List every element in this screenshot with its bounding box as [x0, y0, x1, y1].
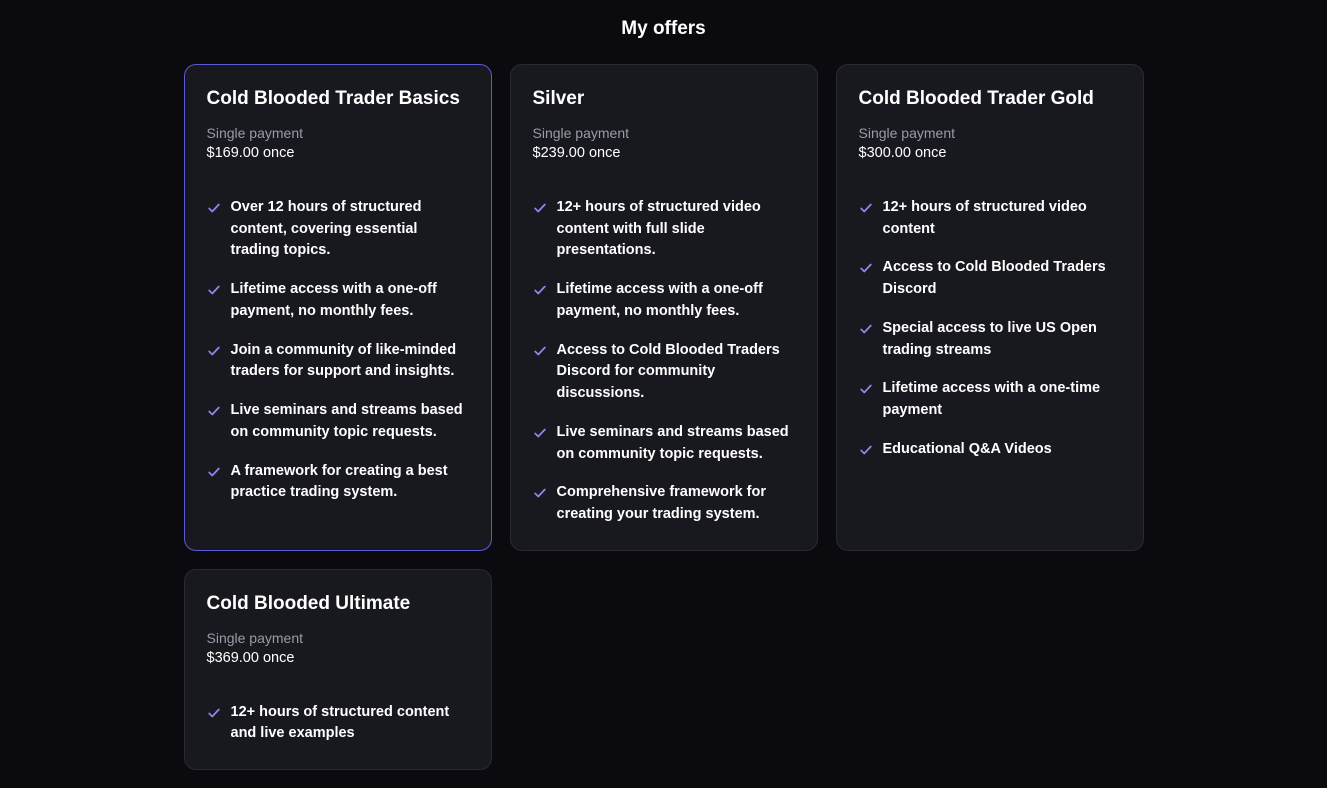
- feature-text: 12+ hours of structured content and live…: [231, 702, 469, 746]
- offer-payment-type: Single payment: [207, 125, 469, 141]
- feature-item: Over 12 hours of structured content, cov…: [207, 197, 469, 262]
- feature-text: A framework for creating a best practice…: [231, 461, 469, 505]
- feature-text: Lifetime access with a one-time payment: [883, 378, 1121, 422]
- check-icon: [207, 201, 221, 215]
- feature-text: Access to Cold Blooded Traders Discord f…: [557, 340, 795, 405]
- feature-item: Lifetime access with a one-off payment, …: [533, 279, 795, 323]
- offer-price: $300.00 once: [859, 145, 1121, 161]
- check-icon: [207, 465, 221, 479]
- offer-price: $169.00 once: [207, 145, 469, 161]
- offer-features-list: 12+ hours of structured video content wi…: [533, 197, 795, 526]
- page-title: My offers: [184, 18, 1144, 40]
- feature-text: Join a community of like-minded traders …: [231, 340, 469, 384]
- offer-card-gold[interactable]: Cold Blooded Trader Gold Single payment $3…: [836, 64, 1144, 551]
- feature-text: Lifetime access with a one-off payment, …: [231, 279, 469, 323]
- check-icon: [207, 344, 221, 358]
- feature-text: 12+ hours of structured video content wi…: [557, 197, 795, 262]
- feature-item: Live seminars and streams based on commu…: [207, 400, 469, 444]
- check-icon: [533, 426, 547, 440]
- check-icon: [859, 382, 873, 396]
- check-icon: [533, 283, 547, 297]
- check-icon: [207, 283, 221, 297]
- feature-item: 12+ hours of structured content and live…: [207, 702, 469, 746]
- offer-title: Cold Blooded Trader Gold: [859, 87, 1121, 111]
- offer-payment-type: Single payment: [533, 125, 795, 141]
- feature-item: Comprehensive framework for creating you…: [533, 482, 795, 526]
- feature-item: 12+ hours of structured video content: [859, 197, 1121, 241]
- feature-text: Over 12 hours of structured content, cov…: [231, 197, 469, 262]
- offer-title: Cold Blooded Ultimate: [207, 592, 469, 616]
- offer-price: $369.00 once: [207, 650, 469, 666]
- feature-text: Comprehensive framework for creating you…: [557, 482, 795, 526]
- feature-item: Live seminars and streams based on commu…: [533, 422, 795, 466]
- feature-item: Access to Cold Blooded Traders Discord: [859, 257, 1121, 301]
- feature-item: Educational Q&A Videos: [859, 439, 1121, 461]
- feature-item: Lifetime access with a one-time payment: [859, 378, 1121, 422]
- feature-item: Special access to live US Open trading s…: [859, 318, 1121, 362]
- offer-features-list: Over 12 hours of structured content, cov…: [207, 197, 469, 504]
- offer-price: $239.00 once: [533, 145, 795, 161]
- offer-payment-type: Single payment: [859, 125, 1121, 141]
- check-icon: [533, 486, 547, 500]
- offer-card-silver[interactable]: Silver Single payment $239.00 once 12+ hour…: [510, 64, 818, 551]
- check-icon: [207, 706, 221, 720]
- check-icon: [859, 322, 873, 336]
- feature-text: Special access to live US Open trading s…: [883, 318, 1121, 362]
- check-icon: [533, 201, 547, 215]
- feature-text: Access to Cold Blooded Traders Discord: [883, 257, 1121, 301]
- check-icon: [859, 201, 873, 215]
- offer-card-ultimate[interactable]: Cold Blooded Ultimate Single payment $369.…: [184, 569, 492, 770]
- feature-item: Join a community of like-minded traders …: [207, 340, 469, 384]
- feature-item: Access to Cold Blooded Traders Discord f…: [533, 340, 795, 405]
- offers-grid: Cold Blooded Trader Basics Single payment…: [184, 64, 1144, 770]
- feature-text: Lifetime access with a one-off payment, …: [557, 279, 795, 323]
- feature-item: 12+ hours of structured video content wi…: [533, 197, 795, 262]
- offer-features-list: 12+ hours of structured video content Acc…: [859, 197, 1121, 461]
- check-icon: [533, 344, 547, 358]
- feature-text: Live seminars and streams based on commu…: [231, 400, 469, 444]
- feature-text: Live seminars and streams based on commu…: [557, 422, 795, 466]
- check-icon: [207, 404, 221, 418]
- feature-text: 12+ hours of structured video content: [883, 197, 1121, 241]
- offer-payment-type: Single payment: [207, 630, 469, 646]
- feature-item: A framework for creating a best practice…: [207, 461, 469, 505]
- offer-features-list: 12+ hours of structured content and live…: [207, 702, 469, 746]
- offer-title: Cold Blooded Trader Basics: [207, 87, 469, 111]
- feature-text: Educational Q&A Videos: [883, 439, 1052, 461]
- feature-item: Lifetime access with a one-off payment, …: [207, 279, 469, 323]
- offer-title: Silver: [533, 87, 795, 111]
- check-icon: [859, 261, 873, 275]
- check-icon: [859, 443, 873, 457]
- offer-card-basics[interactable]: Cold Blooded Trader Basics Single payment…: [184, 64, 492, 551]
